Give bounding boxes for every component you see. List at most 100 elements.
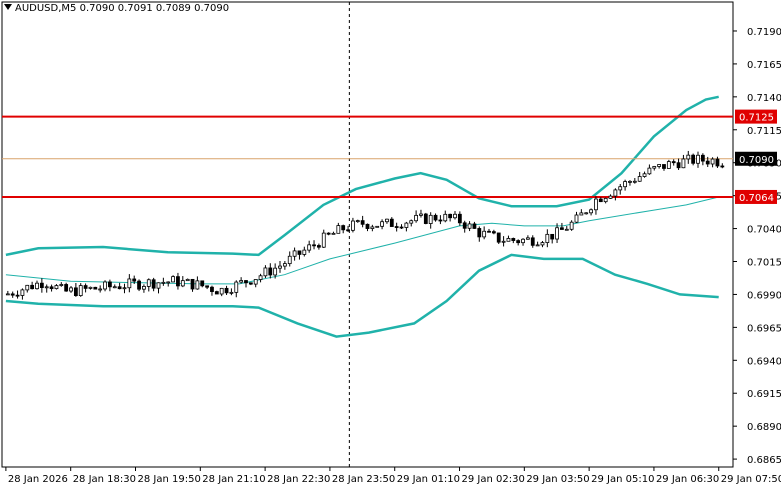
candle-body [501, 240, 506, 243]
candle-body [560, 227, 564, 230]
candle-body [93, 286, 98, 290]
candle-body [64, 284, 69, 292]
candle-body [443, 213, 448, 222]
candle-body [696, 154, 700, 164]
price-level-tag-text: 0.7064 [739, 193, 774, 204]
candle-body [657, 164, 662, 167]
candle-body [117, 286, 122, 290]
candle-body [525, 237, 530, 240]
candle-body [35, 282, 39, 290]
candle-body [491, 231, 496, 234]
candle-body [482, 230, 487, 238]
y-tick-label: 0.7115 [747, 126, 781, 137]
candle-body [151, 279, 156, 289]
candle-body [69, 287, 73, 292]
candle-body [132, 278, 137, 282]
x-tick-label: 28 Jan 23:50 [332, 474, 395, 485]
candle-body [569, 221, 574, 230]
candle-body [244, 280, 248, 284]
candle-body [88, 286, 93, 289]
candle-body [647, 167, 652, 175]
candle-body [666, 161, 671, 169]
x-tick-label: 28 Jan 2026 [8, 474, 68, 485]
candle-body [326, 232, 331, 235]
candle-body [190, 278, 195, 290]
candle-body [705, 160, 710, 165]
candle-body [210, 286, 214, 292]
candle-body [564, 228, 569, 231]
candle-body [399, 226, 404, 229]
y-tick-label: 0.7140 [747, 93, 781, 104]
candle-body [166, 281, 171, 284]
x-tick-label: 29 Jan 02:30 [462, 474, 525, 485]
candle-body [346, 229, 350, 232]
candle-body [394, 226, 399, 228]
candle-body [234, 281, 239, 293]
candle-body [642, 173, 647, 177]
candle-body [715, 158, 720, 167]
x-tick-label: 29 Jan 01:10 [397, 474, 460, 485]
x-tick-label: 28 Jan 22:30 [267, 474, 330, 485]
x-tick-label: 28 Jan 21:10 [202, 474, 265, 485]
candle-body [59, 284, 64, 286]
collapse-triangle-icon[interactable] [4, 4, 12, 10]
candle-body [516, 240, 521, 244]
candle-body [589, 209, 593, 214]
candle-body [297, 250, 302, 255]
candle-body [39, 282, 44, 288]
candle-body [312, 244, 316, 247]
candle-body [341, 225, 346, 231]
candle-body [78, 285, 83, 296]
candle-body [20, 289, 25, 296]
candle-body [691, 154, 696, 164]
candle-body [681, 158, 686, 169]
candle-body [253, 279, 258, 285]
candle-body [200, 280, 205, 287]
candle-body [608, 195, 613, 199]
symbol-name: AUDUSD,M5 [15, 3, 77, 14]
candle-body [268, 267, 273, 276]
candle-body [380, 221, 384, 227]
candle-body [229, 291, 234, 294]
candle-body [662, 164, 666, 169]
candle-body [146, 279, 151, 287]
candle-body [30, 284, 35, 290]
candle-body [530, 237, 535, 246]
x-tick-label: 29 Jan 07:50 [721, 474, 781, 485]
y-tick-label: 0.7040 [747, 225, 781, 236]
price-level-tag-text: 0.7125 [739, 113, 774, 124]
y-tick-label: 0.6965 [747, 323, 781, 334]
candle-body [122, 287, 127, 290]
y-tick-label: 0.7190 [747, 27, 781, 38]
candle-body [360, 220, 365, 225]
y-tick-label: 0.7015 [747, 258, 781, 269]
candle-body [555, 227, 559, 240]
candle-body [574, 214, 579, 223]
middle-band-line [5, 196, 719, 285]
candle-body [180, 280, 185, 287]
candle-body [389, 218, 394, 227]
candle-body [355, 220, 360, 223]
candle-body [49, 286, 54, 290]
candle-body [414, 214, 419, 222]
candle-body [671, 161, 676, 164]
candle-body [83, 285, 88, 289]
candle-body [365, 223, 370, 229]
candle-body [25, 284, 30, 291]
candle-body [44, 286, 49, 289]
x-tick-label: 29 Jan 03:50 [526, 474, 589, 485]
candle-body [385, 218, 389, 223]
candle-body [292, 250, 297, 257]
candle-body [142, 286, 146, 290]
candle-body [224, 287, 229, 294]
candle-body [258, 275, 263, 280]
candle-body [632, 180, 637, 183]
x-tick-label: 28 Jan 19:50 [137, 474, 200, 485]
current-price-tag [735, 151, 777, 166]
candle-body [594, 198, 598, 211]
candle-body [73, 287, 78, 296]
candle-body [419, 213, 423, 216]
candle-body [700, 154, 705, 162]
